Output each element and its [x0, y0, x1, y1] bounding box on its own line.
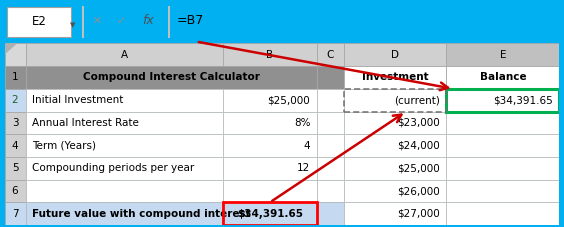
Bar: [446, 225, 559, 227]
Text: $26,000: $26,000: [397, 186, 439, 196]
Bar: [5, 43, 25, 66]
Bar: [317, 111, 343, 134]
Bar: [7, 7, 71, 37]
Bar: [223, 134, 317, 157]
Bar: [25, 66, 317, 89]
Text: Term (Years): Term (Years): [32, 141, 96, 151]
Bar: [343, 157, 446, 180]
Bar: [317, 202, 343, 225]
Bar: [5, 66, 25, 89]
Text: 2: 2: [12, 95, 19, 105]
Text: B: B: [266, 50, 274, 60]
Bar: [446, 202, 559, 225]
Text: ✕: ✕: [92, 16, 102, 26]
Text: Future value with compound interest: Future value with compound interest: [32, 209, 251, 219]
Bar: [446, 43, 559, 66]
Text: $34,391.65: $34,391.65: [493, 95, 553, 105]
Bar: [5, 134, 25, 157]
Bar: [343, 89, 446, 111]
Bar: [223, 111, 317, 134]
Bar: [446, 66, 559, 89]
Text: Initial Investment: Initial Investment: [32, 95, 124, 105]
Bar: [343, 225, 446, 227]
Text: Balance: Balance: [479, 72, 526, 82]
Bar: [25, 134, 223, 157]
Text: Compound Interest Calculator: Compound Interest Calculator: [83, 72, 259, 82]
Bar: [223, 43, 317, 66]
Bar: [446, 111, 559, 134]
Text: 5: 5: [12, 163, 19, 173]
Bar: [317, 134, 343, 157]
Bar: [25, 89, 223, 111]
Bar: [317, 66, 343, 89]
Text: E: E: [500, 50, 506, 60]
Bar: [317, 180, 343, 202]
Bar: [343, 111, 446, 134]
Text: D: D: [391, 50, 399, 60]
Bar: [5, 180, 25, 202]
Bar: [25, 225, 223, 227]
Bar: [223, 225, 317, 227]
Bar: [446, 180, 559, 202]
Text: 4: 4: [303, 141, 310, 151]
Text: $23,000: $23,000: [397, 118, 439, 128]
Bar: [5, 202, 25, 225]
Bar: [25, 157, 223, 180]
Text: ▼: ▼: [70, 22, 76, 28]
Bar: [343, 89, 446, 111]
Text: Compounding periods per year: Compounding periods per year: [32, 163, 195, 173]
Text: 12: 12: [297, 163, 310, 173]
Bar: [446, 89, 559, 111]
Bar: [223, 157, 317, 180]
Bar: [317, 157, 343, 180]
Text: (current): (current): [394, 95, 439, 105]
Bar: [446, 89, 559, 111]
Bar: [317, 225, 343, 227]
Bar: [317, 89, 343, 111]
Bar: [223, 180, 317, 202]
Bar: [25, 202, 223, 225]
Bar: [5, 89, 25, 111]
Bar: [343, 134, 446, 157]
Text: Investment: Investment: [362, 72, 428, 82]
Text: A: A: [121, 50, 127, 60]
Text: fx: fx: [142, 14, 153, 27]
Bar: [343, 66, 446, 89]
Bar: [317, 43, 343, 66]
Text: E2: E2: [32, 15, 47, 28]
Text: 6: 6: [12, 186, 19, 196]
Bar: [25, 111, 223, 134]
Text: 4: 4: [12, 141, 19, 151]
Text: C: C: [327, 50, 334, 60]
Text: Annual Interest Rate: Annual Interest Rate: [32, 118, 139, 128]
Text: 1: 1: [12, 72, 19, 82]
Text: $34,391.65: $34,391.65: [237, 209, 303, 219]
Bar: [5, 157, 25, 180]
Text: 8%: 8%: [294, 118, 310, 128]
Text: =B7: =B7: [177, 14, 204, 27]
Polygon shape: [5, 43, 17, 55]
Bar: [82, 6, 85, 38]
Text: 7: 7: [12, 209, 19, 219]
Text: $24,000: $24,000: [397, 141, 439, 151]
Bar: [343, 43, 446, 66]
Bar: [223, 202, 317, 225]
Text: $25,000: $25,000: [397, 163, 439, 173]
Text: ✓: ✓: [116, 16, 126, 26]
Bar: [223, 89, 317, 111]
Text: 3: 3: [12, 118, 19, 128]
Bar: [446, 134, 559, 157]
Bar: [343, 202, 446, 225]
Bar: [343, 180, 446, 202]
Text: $27,000: $27,000: [397, 209, 439, 219]
Bar: [168, 6, 170, 38]
Bar: [5, 225, 25, 227]
Bar: [25, 180, 223, 202]
Text: $25,000: $25,000: [267, 95, 310, 105]
Bar: [25, 43, 223, 66]
Bar: [223, 202, 317, 225]
Bar: [5, 111, 25, 134]
Bar: [446, 157, 559, 180]
